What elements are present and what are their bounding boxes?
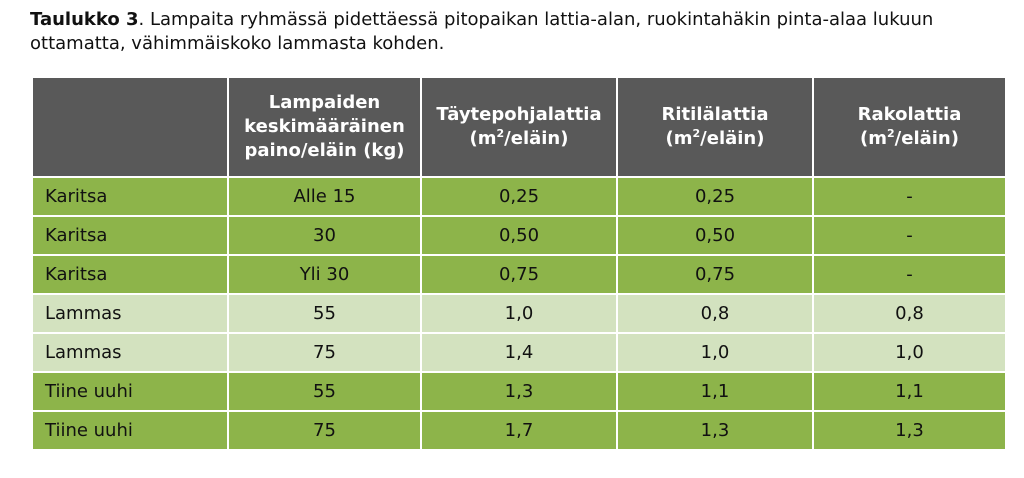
cell-animal: Karitsa xyxy=(31,176,229,217)
cell-ritila: 1,1 xyxy=(616,371,814,412)
cell-ritila: 0,25 xyxy=(616,176,814,217)
cell-ritila: 1,0 xyxy=(616,332,814,373)
cell-ritila: 0,8 xyxy=(616,293,814,334)
cell-weight: 75 xyxy=(227,332,422,373)
cell-weight: 30 xyxy=(227,215,422,256)
header-tayte: Täytepohjalattia (m2/eläin) xyxy=(420,76,618,178)
cell-tayte: 0,50 xyxy=(420,215,618,256)
cell-ritila: 0,75 xyxy=(616,254,814,295)
table-row: Karitsa 30 0,50 0,50- xyxy=(31,215,1007,256)
caption-label: Taulukko 3 xyxy=(30,9,139,30)
table-header-row: Lampaiden keskimääräinen paino/eläin (kg… xyxy=(31,76,1007,178)
cell-rako: - xyxy=(812,215,1007,256)
sheep-floor-area-table: Lampaiden keskimääräinen paino/eläin (kg… xyxy=(31,76,1007,451)
table-row: Tiine uuhi 75 1,7 1,3 1,3 xyxy=(31,410,1007,451)
header-rako-unit: (m2/eläin) xyxy=(860,127,959,149)
cell-weight: Yli 30 xyxy=(227,254,422,295)
cell-ritila: 1,3 xyxy=(616,410,814,451)
header-weight-line2: keskimääräinen xyxy=(244,116,405,137)
cell-weight: 75 xyxy=(227,410,422,451)
cell-weight: 55 xyxy=(227,293,422,334)
header-ritila: Ritilälattia (m2/eläin) xyxy=(616,76,814,178)
cell-animal: Lammas xyxy=(31,293,229,334)
cell-animal: Tiine uuhi xyxy=(31,371,229,412)
header-tayte-title: Täytepohjalattia xyxy=(436,104,602,125)
header-tayte-unit: (m2/eläin) xyxy=(469,127,569,149)
cell-rako: 0,8 xyxy=(812,293,1007,334)
cell-animal: Karitsa xyxy=(31,215,229,256)
table-row: Karitsa Alle 15 0,25 0,25- xyxy=(31,176,1007,217)
cell-weight: 55 xyxy=(227,371,422,412)
cell-tayte: 0,75 xyxy=(420,254,618,295)
header-rako-title: Rakolattia xyxy=(857,104,962,125)
cell-rako: 1,3 xyxy=(812,410,1007,451)
header-weight: Lampaiden keskimääräinen paino/eläin (kg… xyxy=(227,76,422,178)
cell-tayte: 1,7 xyxy=(420,410,618,451)
table-row: Lammas 55 1,0 0,8 0,8 xyxy=(31,293,1007,334)
cell-animal: Karitsa xyxy=(31,254,229,295)
cell-rako: - xyxy=(812,176,1007,217)
header-empty xyxy=(31,76,229,178)
cell-weight: Alle 15 xyxy=(227,176,422,217)
header-weight-line1: Lampaiden xyxy=(268,92,381,113)
cell-rako: - xyxy=(812,254,1007,295)
cell-tayte: 1,0 xyxy=(420,293,618,334)
caption-text: . Lampaita ryhmässä pidettäessä pitopaik… xyxy=(30,9,934,54)
header-weight-line3: paino/eläin (kg) xyxy=(244,140,405,161)
table-row: Karitsa Yli 30 0,75 0,75- xyxy=(31,254,1007,295)
table-caption: Taulukko 3. Lampaita ryhmässä pidettäess… xyxy=(30,8,1010,56)
header-ritila-title: Ritilälattia xyxy=(661,104,769,125)
header-ritila-unit: (m2/eläin) xyxy=(665,127,765,149)
cell-tayte: 0,25 xyxy=(420,176,618,217)
cell-rako: 1,1 xyxy=(812,371,1007,412)
table-body: Karitsa Alle 15 0,25 0,25- Karitsa 30 0,50 0,50… xyxy=(31,176,1007,451)
cell-ritila: 0,50 xyxy=(616,215,814,256)
cell-rako: 1,0 xyxy=(812,332,1007,373)
header-rako: Rakolattia (m2/eläin) xyxy=(812,76,1007,178)
table-row: Tiine uuhi 55 1,3 1,1 1,1 xyxy=(31,371,1007,412)
cell-animal: Lammas xyxy=(31,332,229,373)
table-row: Lammas 75 1,4 1,0 1,0 xyxy=(31,332,1007,373)
cell-tayte: 1,3 xyxy=(420,371,618,412)
cell-animal: Tiine uuhi xyxy=(31,410,229,451)
cell-tayte: 1,4 xyxy=(420,332,618,373)
